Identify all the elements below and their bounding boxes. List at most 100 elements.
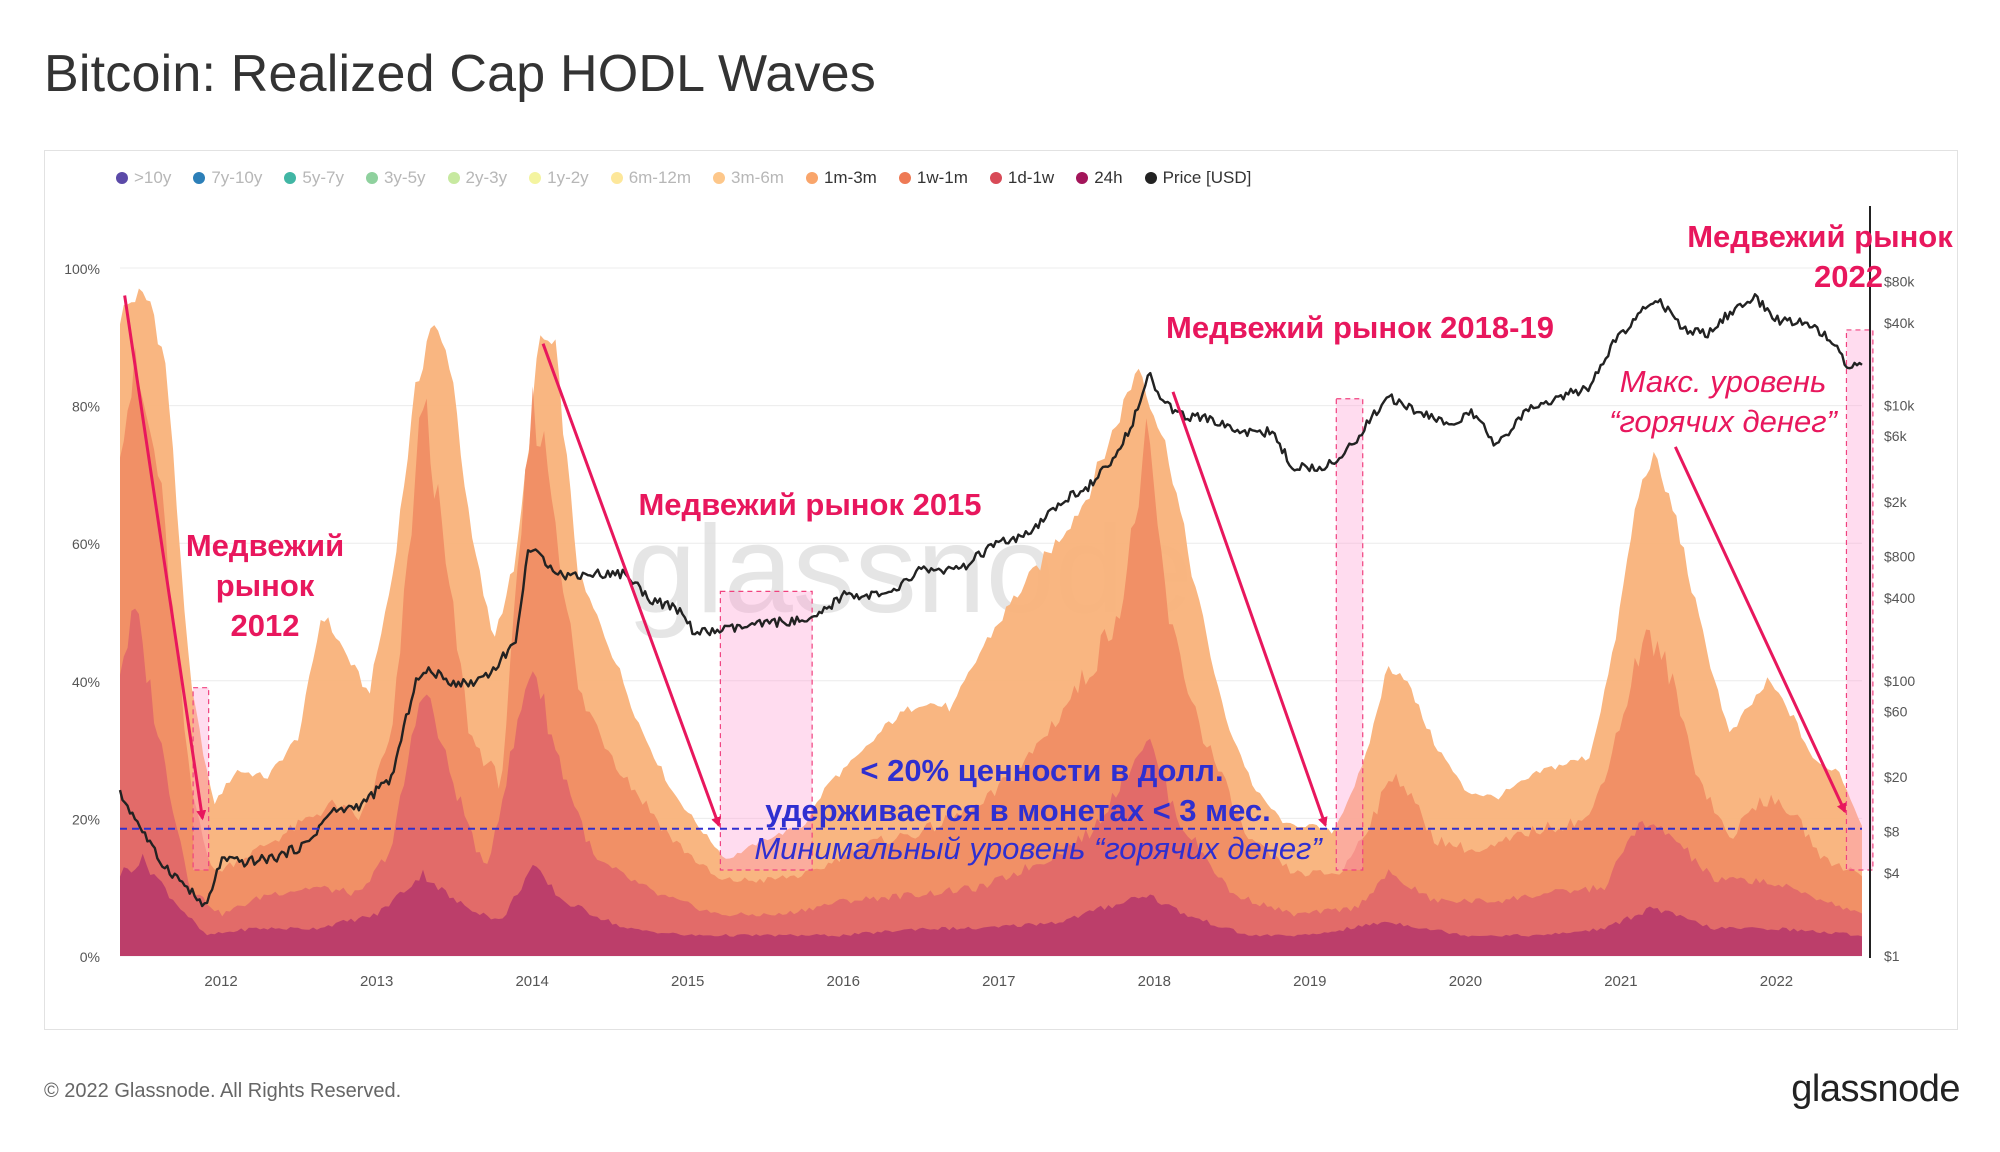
- legend-dot: [284, 172, 297, 184]
- y-right-tick-label: $10k: [1884, 398, 1915, 414]
- legend-item[interactable]: 1m-3m: [805, 168, 877, 188]
- axes-layer: 0% 20% 40% 60% 80% 100% 2012 2013 2014 2015 2016 20…: [64, 206, 1915, 990]
- legend-item[interactable]: 2y-3y: [447, 168, 508, 188]
- legend-dot: [529, 172, 542, 184]
- legend-item[interactable]: 24h: [1076, 168, 1123, 188]
- threshold-sublabel: Минимальный уровень “горячих денег”: [754, 831, 1323, 866]
- y-left-tick-label: 60%: [72, 536, 100, 552]
- x-tick-label: 2012: [204, 973, 237, 990]
- y-right-tick-label: $6k: [1884, 428, 1908, 444]
- legend-label: 1m-3m: [823, 168, 877, 187]
- threshold-label-line2: удерживается в монетах < 3 мес.: [765, 793, 1271, 828]
- annotation-text: “горячих денег”: [1609, 404, 1838, 439]
- legend-label: 3y-5y: [383, 168, 426, 187]
- legend-item[interactable]: Price [USD]: [1144, 168, 1252, 188]
- annotation-text: Медвежий: [186, 528, 344, 563]
- highlight-period: [192, 687, 210, 871]
- x-tick-label: 2018: [1138, 973, 1171, 990]
- area-band: [120, 853, 1862, 956]
- legend-label: 1y-2y: [547, 168, 589, 187]
- y-right-tick-label: $8: [1884, 824, 1900, 840]
- legend-dot: [898, 172, 911, 184]
- annotation-text: Медвежий рынок 2018-19: [1166, 310, 1554, 345]
- x-tick-label: 2013: [360, 973, 393, 990]
- legend-item[interactable]: 5y-7y: [284, 168, 344, 188]
- legend-label: Price [USD]: [1162, 168, 1252, 187]
- y-right-tick-label: $1: [1884, 948, 1900, 964]
- annotation-text: 2012: [231, 608, 300, 643]
- legend-dot: [1076, 172, 1089, 184]
- legend-label: 7y-10y: [211, 168, 263, 187]
- x-tick-label: 2020: [1449, 973, 1482, 990]
- x-tick-label: 2019: [1293, 973, 1326, 990]
- x-tick-label: 2017: [982, 973, 1015, 990]
- legend-item[interactable]: >10y: [116, 168, 171, 188]
- annotation-text: Макс. уровень: [1620, 364, 1827, 399]
- area-band: [120, 608, 1862, 956]
- legend-label: 5y-7y: [302, 168, 344, 187]
- trend-arrow: [1673, 446, 1847, 814]
- area-layer: [120, 288, 1862, 957]
- annotation-text: Медвежий рынок: [1687, 219, 1953, 254]
- highlight-period: [719, 590, 813, 871]
- y-left-tick-label: 100%: [64, 261, 100, 277]
- trend-arrow: [541, 343, 721, 828]
- legend-item[interactable]: 7y-10y: [193, 168, 262, 188]
- annotation-text: рынок: [216, 568, 315, 603]
- y-right-tick-label: $100: [1884, 673, 1915, 689]
- y-left-tick-label: 80%: [72, 399, 100, 415]
- price-layer: [118, 293, 1863, 908]
- x-tick-label: 2022: [1760, 973, 1793, 990]
- chart-panel: [44, 150, 1958, 1030]
- legend-dot: [1144, 172, 1157, 184]
- highlight-layer: [192, 329, 1874, 871]
- y-left-tick-label: 0%: [80, 949, 100, 965]
- legend-dot: [805, 172, 818, 184]
- y-right-tick-label: $4: [1884, 865, 1900, 881]
- x-tick-label: 2015: [671, 973, 704, 990]
- y-right-tick-label: $400: [1884, 590, 1915, 606]
- legend-label: >10y: [134, 168, 172, 187]
- footer-copyright: © 2022 Glassnode. All Rights Reserved.: [44, 1080, 402, 1102]
- legend-dot: [989, 172, 1002, 184]
- page-title: Bitcoin: Realized Cap HODL Waves: [44, 45, 876, 103]
- footer-logo: glassnode: [1791, 1068, 1960, 1110]
- threshold-label-line1: < 20% ценности в долл.: [860, 753, 1223, 788]
- legend-item[interactable]: 1y-2y: [529, 168, 589, 188]
- legend-label: 3m-6m: [731, 168, 784, 187]
- legend-dot: [713, 172, 726, 184]
- trend-arrow: [123, 295, 207, 821]
- legend-dot: [193, 172, 206, 184]
- legend-item[interactable]: 6m-12m: [610, 168, 692, 188]
- highlight-period: [1335, 398, 1364, 871]
- y-right-tick-label: $80k: [1884, 273, 1915, 289]
- annotation-text: 2022: [1814, 259, 1883, 294]
- price-line: [118, 293, 1863, 908]
- y-left-tick-label: 20%: [72, 811, 100, 827]
- legend-item[interactable]: 3y-5y: [365, 168, 426, 188]
- legend-label: 1w-1m: [916, 168, 968, 187]
- x-tick-label: 2021: [1604, 973, 1637, 990]
- chart-legend: >10y 7y-10y 5y-7y 3y-5y 2y-3y 1y-2y 6m-12m 3m-6…: [116, 166, 1273, 190]
- arrow-layer: [123, 295, 1847, 828]
- trend-arrow: [1171, 391, 1328, 828]
- legend-label: 6m-12m: [628, 168, 692, 187]
- legend-dot: [116, 172, 128, 184]
- legend-item[interactable]: 1w-1m: [898, 168, 968, 188]
- y-right-tick-label: $2k: [1884, 494, 1908, 510]
- y-right-tick-label: $60: [1884, 703, 1908, 719]
- legend-label: 24h: [1094, 168, 1123, 187]
- threshold-layer: < 20% ценности в долл. удерживается в мон…: [120, 753, 1862, 866]
- y-left-tick-label: 40%: [72, 674, 100, 690]
- y-right-tick-label: $20: [1884, 769, 1908, 785]
- x-tick-label: 2014: [515, 973, 548, 990]
- legend-item[interactable]: 3m-6m: [713, 168, 784, 188]
- y-right-tick-label: $40k: [1884, 315, 1915, 331]
- legend-dot: [365, 172, 378, 184]
- y-right-tick-label: $800: [1884, 549, 1915, 565]
- legend-label: 1d-1w: [1007, 168, 1055, 187]
- legend-label: 2y-3y: [465, 168, 508, 187]
- highlight-period: [1845, 329, 1874, 871]
- legend-item[interactable]: 1d-1w: [989, 168, 1055, 188]
